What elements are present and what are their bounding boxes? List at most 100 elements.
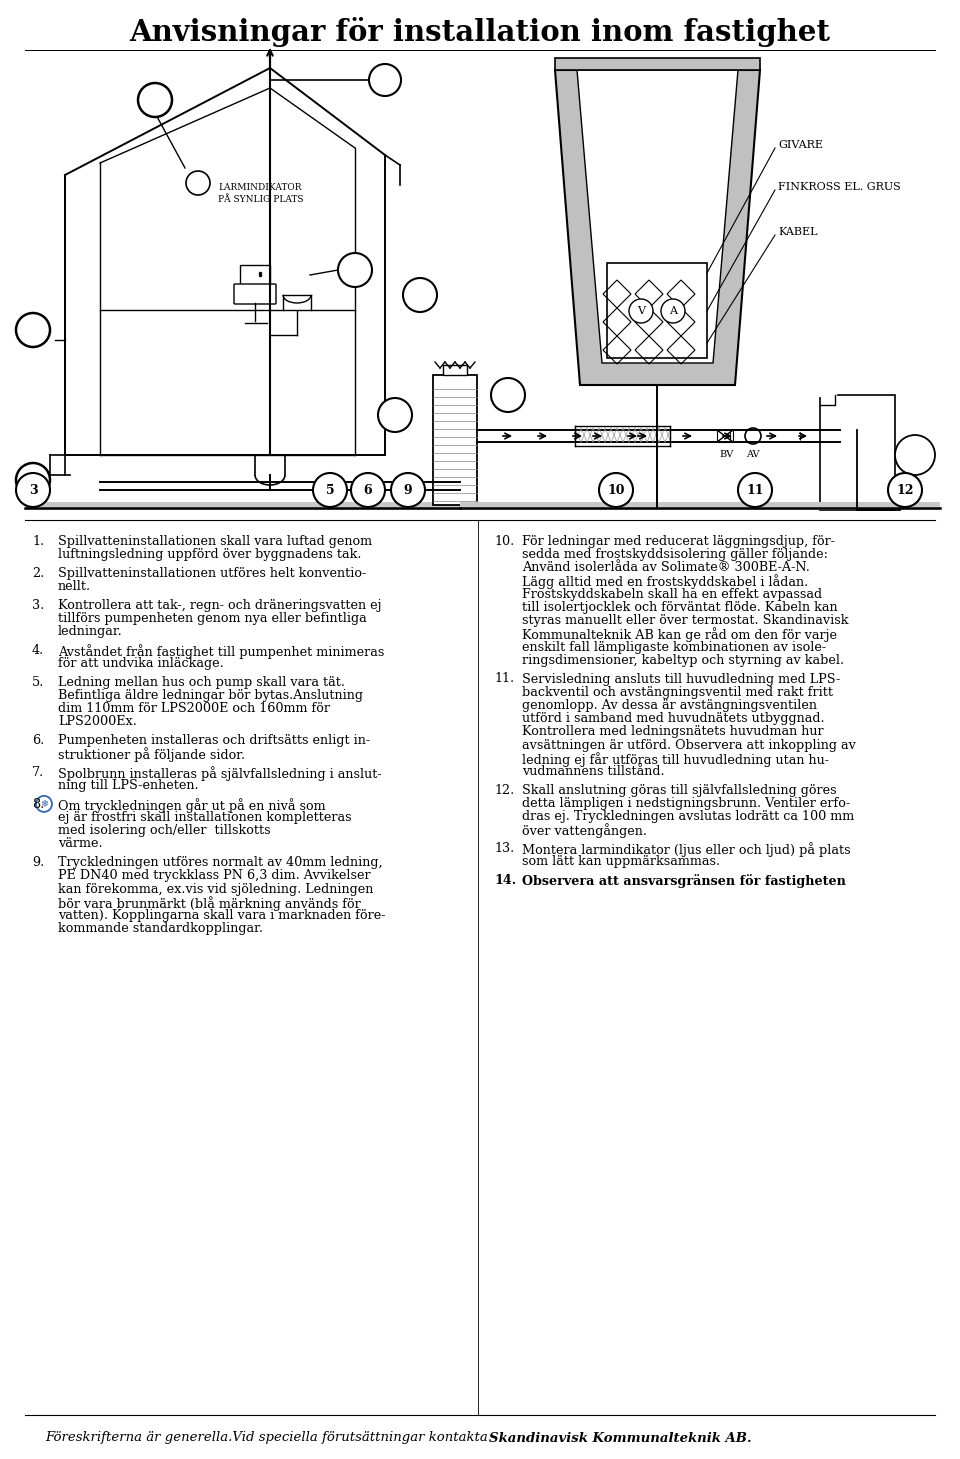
Text: kan förekomma, ex.vis vid sjöledning. Ledningen: kan förekomma, ex.vis vid sjöledning. Le… (58, 883, 373, 896)
Polygon shape (555, 70, 760, 385)
Circle shape (16, 314, 50, 347)
Text: Pumpenheten installeras och driftsätts enligt in-: Pumpenheten installeras och driftsätts e… (58, 734, 371, 747)
Text: Anvisningar för installation inom fastighet: Anvisningar för installation inom fastig… (130, 18, 830, 47)
Text: styras manuellt eller över termostat. Skandinavisk: styras manuellt eller över termostat. Sk… (522, 614, 849, 627)
Text: 12: 12 (897, 483, 914, 496)
Text: 11: 11 (746, 483, 764, 496)
Text: ledning ej får utföras till huvudledning utan hu-: ledning ej får utföras till huvudledning… (522, 751, 829, 766)
Circle shape (738, 473, 772, 506)
Text: värme.: värme. (58, 837, 103, 851)
Text: 7.: 7. (32, 766, 44, 779)
Text: Servisledning ansluts till huvudledning med LPS-: Servisledning ansluts till huvudledning … (522, 673, 840, 686)
Text: 9: 9 (404, 483, 412, 496)
Text: 3: 3 (28, 322, 37, 337)
Text: BV: BV (720, 449, 734, 460)
FancyBboxPatch shape (820, 395, 895, 511)
Text: FINKROSS EL. GRUS: FINKROSS EL. GRUS (778, 182, 900, 193)
Text: tillförs pumpenheten genom nya eller befintliga: tillförs pumpenheten genom nya eller bef… (58, 611, 367, 624)
Text: till isolertjocklek och förväntat flöde. Kabeln kan: till isolertjocklek och förväntat flöde.… (522, 601, 838, 614)
Text: vudmannens tillstånd.: vudmannens tillstånd. (522, 765, 664, 778)
Circle shape (36, 797, 52, 811)
FancyBboxPatch shape (555, 58, 760, 70)
Circle shape (16, 473, 50, 506)
Text: Tryckledningen utföres normalt av 40mm ledning,: Tryckledningen utföres normalt av 40mm l… (58, 856, 383, 870)
Text: Montera larmindikator (ljus eller och ljud) på plats: Montera larmindikator (ljus eller och lj… (522, 842, 851, 856)
Text: LPS2000Ex.: LPS2000Ex. (58, 715, 137, 728)
FancyBboxPatch shape (607, 263, 707, 357)
Circle shape (338, 252, 372, 287)
Text: detta lämpligen i nedstigningsbrunn. Ventiler erfo-: detta lämpligen i nedstigningsbrunn. Ven… (522, 797, 851, 810)
Text: GIVARE: GIVARE (778, 140, 823, 150)
FancyBboxPatch shape (25, 502, 460, 511)
Text: Kommunalteknik AB kan ge råd om den för varje: Kommunalteknik AB kan ge råd om den för … (522, 627, 837, 642)
Text: Lägg alltid med en frostskyddskabel i lådan.: Lägg alltid med en frostskyddskabel i lå… (522, 575, 808, 589)
Text: dim 110mm för LPS2000E och 160mm för: dim 110mm för LPS2000E och 160mm för (58, 702, 330, 715)
Circle shape (599, 473, 633, 506)
Text: Kontrollera med ledningsnätets huvudman hur: Kontrollera med ledningsnätets huvudman … (522, 725, 824, 738)
Circle shape (351, 473, 385, 506)
Text: Skandinavisk Kommunalteknik AB.: Skandinavisk Kommunalteknik AB. (489, 1431, 752, 1444)
Text: över vattengången.: över vattengången. (522, 823, 647, 837)
Text: PÅ SYNLIG PLATS: PÅ SYNLIG PLATS (218, 196, 303, 204)
Text: sedda med frostskyddsisolering gäller följande:: sedda med frostskyddsisolering gäller fö… (522, 549, 828, 562)
Text: För ledningar med reducerat läggningsdjup, för-: För ledningar med reducerat läggningsdju… (522, 535, 835, 549)
FancyBboxPatch shape (234, 285, 276, 303)
Text: 14.: 14. (494, 874, 516, 887)
FancyBboxPatch shape (240, 266, 270, 285)
Text: som lätt kan uppmärksammas.: som lätt kan uppmärksammas. (522, 855, 720, 868)
Text: Kontrollera att tak-, regn- och dräneringsvatten ej: Kontrollera att tak-, regn- och dränerin… (58, 598, 381, 611)
Text: Föreskrifterna är generella.Vid speciella förutsättningar kontakta: Föreskrifterna är generella.Vid speciell… (45, 1431, 492, 1444)
Text: A: A (669, 306, 677, 317)
Circle shape (629, 299, 653, 322)
Polygon shape (577, 70, 738, 363)
Text: ning till LPS-enheten.: ning till LPS-enheten. (58, 779, 199, 792)
Circle shape (391, 473, 425, 506)
Circle shape (186, 171, 210, 196)
Text: dras ej. Tryckledningen avslutas lodrätt ca 100 mm: dras ej. Tryckledningen avslutas lodrätt… (522, 810, 854, 823)
Circle shape (313, 473, 347, 506)
Text: 6: 6 (364, 483, 372, 496)
Text: Spillvatteninstallationen utföres helt konventio-: Spillvatteninstallationen utföres helt k… (58, 568, 367, 579)
Text: 5: 5 (325, 483, 334, 496)
Text: avsättningen är utförd. Observera att inkoppling av: avsättningen är utförd. Observera att in… (522, 738, 856, 751)
Text: nellt.: nellt. (58, 581, 91, 594)
Text: genomlopp. Av dessa är avstängningsventilen: genomlopp. Av dessa är avstängningsventi… (522, 699, 817, 712)
Text: 2: 2 (350, 263, 360, 277)
FancyBboxPatch shape (460, 502, 940, 511)
Text: Avståndet från fastighet till pumpenhet minimeras: Avståndet från fastighet till pumpenhet … (58, 643, 384, 659)
Text: 6.: 6. (32, 734, 44, 747)
Text: Ledning mellan hus och pump skall vara tät.: Ledning mellan hus och pump skall vara t… (58, 676, 345, 689)
Text: enskilt fall lämpligaste kombinationen av isole-: enskilt fall lämpligaste kombinationen a… (522, 641, 827, 654)
Text: bör vara brunmärkt (blå märkning används för: bör vara brunmärkt (blå märkning används… (58, 896, 361, 910)
Text: Om tryckledningen går ut på en nivå som: Om tryckledningen går ut på en nivå som (58, 798, 325, 813)
Text: 8: 8 (503, 388, 513, 403)
Text: kommande standardkopplingar.: kommande standardkopplingar. (58, 922, 263, 935)
Circle shape (661, 299, 685, 322)
Text: ❄: ❄ (40, 800, 48, 808)
Circle shape (369, 64, 401, 96)
Text: backventil och avstängningsventil med rakt fritt: backventil och avstängningsventil med ra… (522, 686, 833, 699)
Text: KABEL: KABEL (778, 228, 818, 236)
Text: LARMINDIKATOR: LARMINDIKATOR (218, 184, 301, 193)
Text: ej är frostfri skall installationen kompletteras: ej är frostfri skall installationen komp… (58, 811, 351, 824)
Text: Spillvatteninstallationen skall vara luftad genom: Spillvatteninstallationen skall vara luf… (58, 535, 372, 549)
Text: 10: 10 (608, 483, 625, 496)
Circle shape (895, 435, 935, 476)
Text: struktioner på följande sidor.: struktioner på följande sidor. (58, 747, 245, 762)
Text: 10.: 10. (494, 535, 515, 549)
Circle shape (888, 473, 922, 506)
Text: Frostskyddskabeln skall ha en effekt avpassad: Frostskyddskabeln skall ha en effekt avp… (522, 588, 822, 601)
FancyBboxPatch shape (433, 375, 477, 505)
Text: med isolering och/eller  tillskotts: med isolering och/eller tillskotts (58, 824, 271, 837)
Text: 13: 13 (145, 93, 165, 107)
Text: Skall anslutning göras till självfallsledning göres: Skall anslutning göras till självfallsle… (522, 783, 836, 797)
Text: 11.: 11. (494, 673, 515, 686)
Text: 13.: 13. (494, 842, 515, 855)
FancyBboxPatch shape (443, 365, 467, 375)
Text: Observera att ansvarsgränsen för fastigheten: Observera att ansvarsgränsen för fastigh… (522, 874, 846, 887)
Text: 7: 7 (415, 287, 425, 302)
Text: PE DN40 med tryckklass PN 6,3 dim. Avvikelser: PE DN40 med tryckklass PN 6,3 dim. Avvik… (58, 870, 371, 883)
Circle shape (16, 463, 50, 498)
Text: 9.: 9. (32, 856, 44, 870)
FancyBboxPatch shape (575, 427, 670, 442)
